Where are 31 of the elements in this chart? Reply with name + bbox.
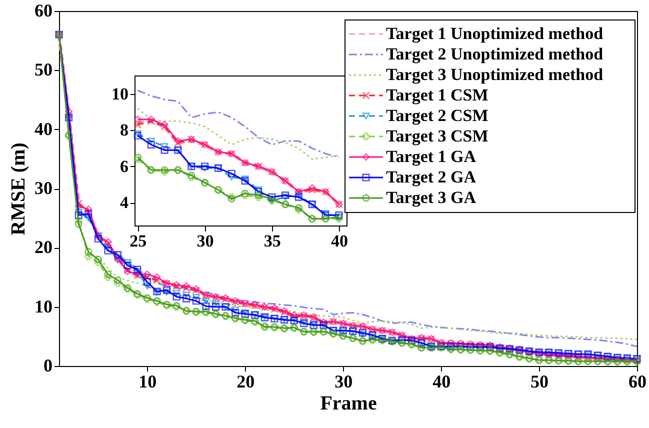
y-tick-label: 4 xyxy=(120,193,129,212)
y-tick-label: 60 xyxy=(34,0,52,20)
x-tick-label: 25 xyxy=(130,232,147,250)
y-tick-label: 30 xyxy=(34,178,52,198)
y-tick-label: 40 xyxy=(34,118,52,139)
x-tick-label: 40 xyxy=(432,372,451,392)
x-axis-title: Frame xyxy=(320,392,377,414)
y-axis-title: RMSE (m) xyxy=(8,142,30,236)
legend-label: Target 1 CSM xyxy=(386,86,488,104)
x-tick-label: 40 xyxy=(330,232,348,250)
legend-label: Target 3 CSM xyxy=(386,126,488,146)
legend-label: Target 3 Unoptimized method xyxy=(386,65,604,84)
y-tick-label: 8 xyxy=(120,120,128,140)
legend-label: Target 3 GA xyxy=(386,188,477,207)
y-tick-label: 10 xyxy=(34,296,52,316)
legend-label: Target 2 CSM xyxy=(386,106,488,125)
legend-label: Target 1 Unoptimized method xyxy=(386,24,604,43)
x-tick-label: 20 xyxy=(236,372,255,392)
legend-label: Target 2 GA xyxy=(386,168,477,186)
y-tick-label: 0 xyxy=(44,356,52,376)
y-tick-label: 10 xyxy=(112,84,128,104)
y-tick-label: 50 xyxy=(34,60,52,80)
x-tick-label: 50 xyxy=(530,372,549,392)
legend-label: Target 2 Unoptimized method xyxy=(386,44,604,64)
y-tick-label: 6 xyxy=(120,156,128,176)
x-tick-label: 60 xyxy=(628,372,646,392)
x-tick-label: 35 xyxy=(264,232,281,250)
legend-label: Target 1 GA xyxy=(386,147,477,166)
x-tick-label: 30 xyxy=(196,232,214,250)
x-tick-label: 30 xyxy=(334,372,353,392)
x-tick-label: 10 xyxy=(138,372,157,392)
